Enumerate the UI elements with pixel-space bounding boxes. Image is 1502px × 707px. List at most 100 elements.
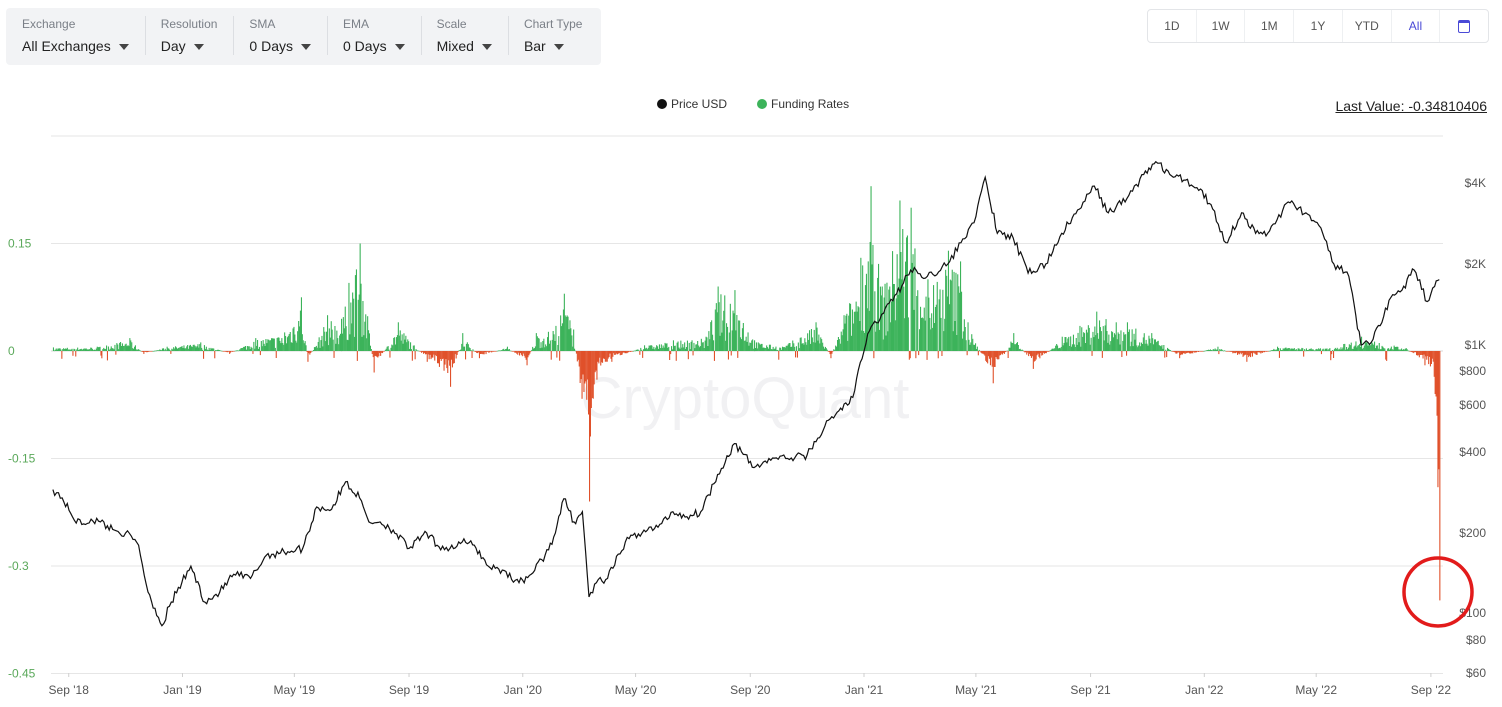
sma-label: SMA xyxy=(249,17,276,31)
funding-bar xyxy=(707,346,709,351)
funding-bar xyxy=(1420,351,1422,355)
funding-bar xyxy=(583,351,585,392)
funding-bar xyxy=(402,343,404,351)
funding-bar xyxy=(1028,351,1030,357)
legend-item-funding[interactable]: Funding Rates xyxy=(757,97,849,111)
funding-bar xyxy=(249,349,251,351)
calendar-button[interactable] xyxy=(1440,10,1488,42)
funding-bar xyxy=(1388,348,1390,351)
resolution-select[interactable]: Resolution Day xyxy=(144,8,234,65)
funding-bar xyxy=(917,290,919,351)
funding-bar xyxy=(612,351,614,357)
funding-bar xyxy=(1100,331,1102,351)
funding-bar xyxy=(809,343,811,351)
funding-bar xyxy=(1426,351,1428,360)
funding-bar xyxy=(808,339,810,351)
funding-bar xyxy=(592,351,594,399)
funding-bar xyxy=(1361,348,1363,351)
funding-bar xyxy=(1245,351,1247,355)
funding-bar xyxy=(713,340,715,351)
funding-bar xyxy=(1374,341,1376,351)
funding-bar xyxy=(857,306,859,351)
funding-bar xyxy=(687,351,689,360)
funding-bar xyxy=(1271,350,1273,351)
range-button-1y[interactable]: 1Y xyxy=(1294,10,1343,42)
right-axis-tick-label: $200 xyxy=(1459,526,1486,540)
funding-bar xyxy=(1030,351,1032,358)
funding-bar xyxy=(289,332,291,351)
funding-bar xyxy=(461,343,463,351)
funding-bar xyxy=(956,335,958,351)
funding-bar xyxy=(324,331,326,351)
funding-bar xyxy=(260,341,262,351)
funding-bar xyxy=(352,292,354,351)
funding-bar xyxy=(153,351,155,352)
chart-type-select[interactable]: Chart Type Bar xyxy=(507,8,598,65)
funding-bar xyxy=(60,349,62,351)
funding-bar xyxy=(201,347,203,351)
scale-select[interactable]: Scale Mixed xyxy=(420,8,508,65)
funding-bar xyxy=(1004,351,1006,353)
range-button-1w[interactable]: 1W xyxy=(1197,10,1246,42)
right-axis-tick-label: $60 xyxy=(1466,666,1486,680)
funding-bar xyxy=(479,351,481,354)
range-button-1d[interactable]: 1D xyxy=(1148,10,1197,42)
range-button-all[interactable]: All xyxy=(1392,10,1441,42)
funding-bar xyxy=(1235,351,1237,354)
funding-bar xyxy=(468,347,470,351)
funding-bar xyxy=(938,299,940,351)
funding-bar xyxy=(772,346,774,351)
funding-bar xyxy=(183,345,185,351)
ema-select[interactable]: EMA 0 Days xyxy=(327,8,421,65)
funding-bar xyxy=(421,351,423,353)
funding-bar xyxy=(1393,345,1395,351)
funding-bar xyxy=(1072,334,1074,351)
funding-bar xyxy=(825,348,827,351)
funding-bar xyxy=(553,334,555,351)
funding-bar xyxy=(1042,351,1044,355)
funding-bar xyxy=(705,336,707,351)
funding-bar xyxy=(1285,347,1287,351)
funding-bar xyxy=(619,351,621,356)
funding-bar xyxy=(556,351,558,358)
funding-bar xyxy=(485,351,487,355)
sma-select[interactable]: SMA 0 Days xyxy=(233,8,327,65)
last-value-link[interactable]: Last Value: -0.34810406 xyxy=(1335,98,1487,114)
exchange-select[interactable]: Exchange All Exchanges xyxy=(6,8,145,65)
funding-bar xyxy=(1137,347,1139,351)
range-button-ytd[interactable]: YTD xyxy=(1343,10,1392,42)
range-button-1m[interactable]: 1M xyxy=(1245,10,1295,42)
funding-bar xyxy=(842,329,844,351)
funding-bar xyxy=(59,348,61,351)
funding-bar xyxy=(1031,351,1033,357)
funding-bar xyxy=(299,310,301,351)
funding-bar xyxy=(1361,336,1363,351)
funding-bar xyxy=(786,345,788,351)
funding-bar xyxy=(856,311,858,351)
funding-bar xyxy=(547,331,549,351)
funding-bar xyxy=(108,349,110,351)
legend-item-price[interactable]: Price USD xyxy=(657,97,727,111)
funding-bar xyxy=(1223,350,1225,352)
funding-bar xyxy=(1047,351,1049,352)
funding-bar xyxy=(859,321,861,351)
funding-bar xyxy=(493,351,495,352)
funding-bar xyxy=(748,345,750,351)
funding-bar xyxy=(1149,338,1151,351)
funding-bar xyxy=(143,351,145,354)
funding-bar xyxy=(1106,331,1108,351)
funding-bar xyxy=(438,351,440,367)
funding-bar xyxy=(1327,350,1329,351)
funding-bar xyxy=(788,343,790,351)
funding-bar xyxy=(666,343,668,351)
funding-bar xyxy=(561,323,563,351)
funding-bar xyxy=(890,322,892,351)
funding-bar xyxy=(460,349,462,351)
funding-bar xyxy=(1140,342,1142,351)
funding-bar xyxy=(596,351,598,380)
funding-bar xyxy=(453,351,455,364)
funding-bar xyxy=(1267,351,1269,352)
funding-bar xyxy=(133,348,135,351)
funding-bar xyxy=(747,332,749,351)
funding-bar xyxy=(275,351,277,358)
